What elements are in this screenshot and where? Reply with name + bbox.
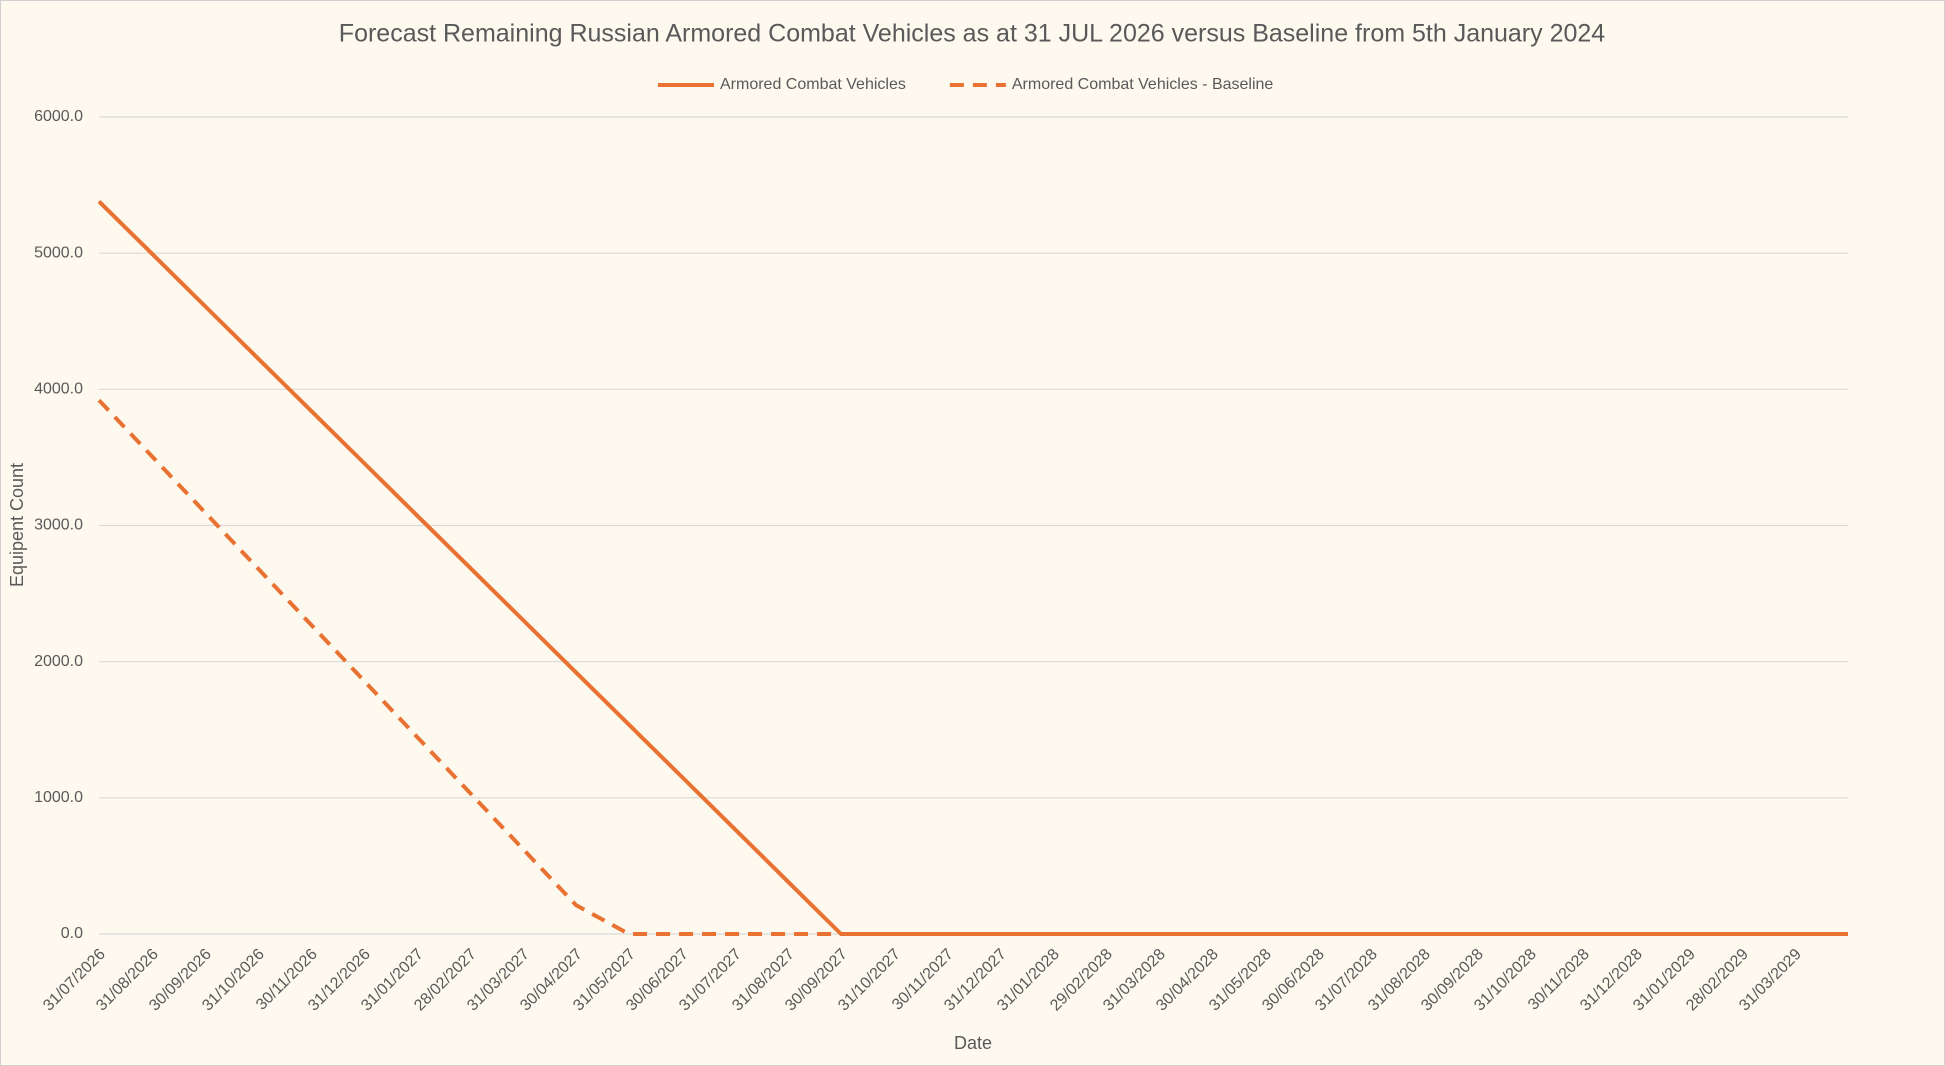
series-line (97, 199, 1848, 936)
y-tick-label: 6000.0 (34, 108, 83, 125)
y-tick-label: 0.0 (61, 925, 83, 942)
y-tick-label: 2000.0 (34, 653, 83, 670)
legend-label: Armored Combat Vehicles - Baseline (1012, 76, 1274, 93)
y-tick-label: 1000.0 (34, 789, 83, 806)
y-tick-label: 4000.0 (34, 381, 83, 398)
legend-label: Armored Combat Vehicles (720, 76, 906, 93)
series-line (97, 398, 841, 936)
x-axis-title: Date (954, 1033, 992, 1053)
y-tick-label: 5000.0 (34, 244, 83, 261)
chart-title: Forecast Remaining Russian Armored Comba… (339, 20, 1605, 48)
y-tick-label: 3000.0 (34, 517, 83, 534)
y-axis-title: Equipent Count (7, 463, 27, 587)
